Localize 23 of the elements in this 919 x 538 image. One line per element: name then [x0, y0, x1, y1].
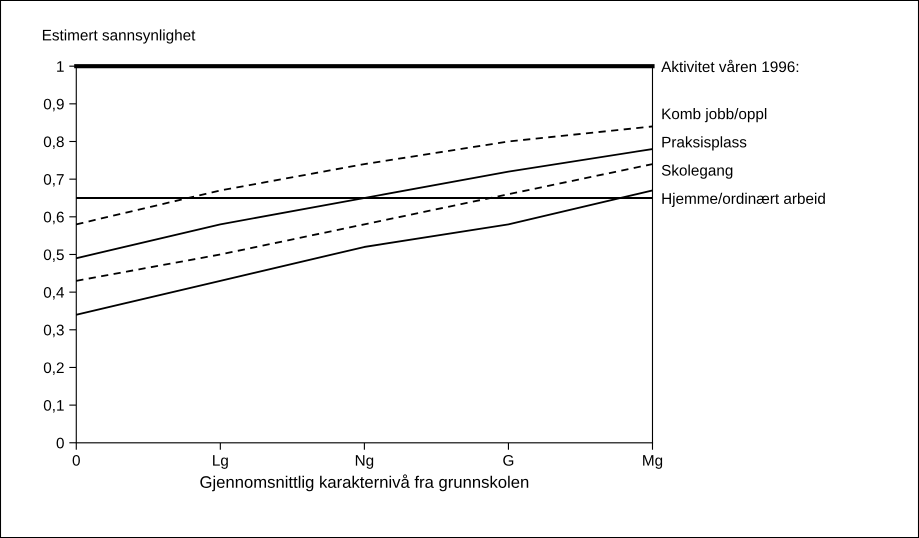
x-tick-label: G [503, 454, 514, 466]
y-tick-label: 0 [56, 438, 64, 448]
x-tick-label: Mg [643, 455, 662, 469]
y-tick-label: 0,4 [44, 287, 64, 300]
x-tick-label: Ng [356, 455, 374, 469]
y-tick-label: 0,3 [44, 324, 64, 338]
y-tick-label: 0,6 [44, 212, 64, 224]
series-label: Praksisplass [662, 136, 746, 150]
y-tick-label: 0,8 [44, 136, 64, 149]
x-tick-label: 0 [72, 454, 80, 466]
y-tick-label: 0,2 [44, 362, 64, 375]
series-label: Hjemme/ordinært arbeid [662, 192, 825, 207]
y-axis-title: Estimert sannsynlighet [42, 29, 196, 44]
y-tick-label: 1 [57, 61, 64, 72]
x-tick-label: Lg [213, 455, 228, 469]
y-tick-label: 0,7 [44, 174, 64, 187]
series-label: Skolegang [662, 164, 732, 179]
legend-title: Aktivitet våren 1996: [661, 60, 798, 72]
y-tick-label: 0,9 [44, 98, 64, 112]
x-axis-title: Gjennomsnittlig karakternivå fra grunnskolen [200, 474, 528, 492]
series-label: Komb jobb/oppl [662, 108, 766, 122]
y-tick-label: 0,1 [44, 400, 64, 413]
y-tick-label: 0,5 [44, 249, 64, 262]
